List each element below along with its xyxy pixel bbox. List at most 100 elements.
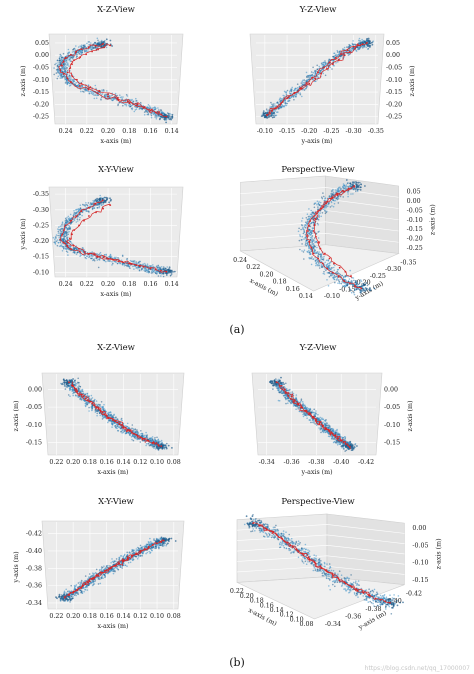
scatter-point xyxy=(302,227,304,229)
scatter-point xyxy=(301,224,303,226)
scatter-point xyxy=(84,393,86,396)
scatter-point xyxy=(54,243,57,245)
scatter-point xyxy=(70,222,72,224)
scatter-point xyxy=(76,382,78,385)
scatter-point xyxy=(272,103,275,105)
scatter-point xyxy=(90,48,93,51)
scatter-point xyxy=(77,51,80,53)
scatter-point xyxy=(91,251,93,253)
scatter-point xyxy=(355,288,358,291)
trajectory-point xyxy=(336,194,339,197)
scatter-point xyxy=(337,195,339,198)
x-axis-label: x-axis (m) xyxy=(97,469,128,476)
scatter-point xyxy=(63,223,66,226)
scatter-point xyxy=(157,115,159,118)
scatter-point xyxy=(77,386,79,389)
scatter-point xyxy=(366,284,369,287)
scatter-point xyxy=(85,203,87,206)
trajectory-point xyxy=(310,246,313,249)
scatter-point xyxy=(66,79,68,81)
scatter-point xyxy=(122,96,124,98)
z-tick-label: -0.20 xyxy=(407,236,423,243)
scatter-point xyxy=(122,104,124,107)
scatter-point xyxy=(63,385,66,387)
scatter-point xyxy=(147,443,149,445)
scatter-point xyxy=(342,277,345,280)
scatter-point xyxy=(373,287,376,290)
trajectory-point xyxy=(75,388,78,391)
scatter-point xyxy=(286,89,289,92)
plot-pane xyxy=(48,33,184,125)
scatter-point xyxy=(105,410,108,413)
scatter-point xyxy=(149,438,152,440)
scatter-point xyxy=(61,60,63,62)
trajectory-point xyxy=(86,399,89,401)
scatter-point xyxy=(166,112,169,114)
scatter-point xyxy=(276,102,279,104)
scatter-point xyxy=(273,116,276,118)
scatter-point xyxy=(68,56,70,58)
scatter-point xyxy=(159,117,162,120)
scatter-point xyxy=(86,392,89,395)
scatter-point xyxy=(354,183,357,185)
scatter-point xyxy=(61,250,64,252)
scatter-point xyxy=(81,211,84,214)
scatter-point xyxy=(72,213,75,216)
trajectory-point xyxy=(329,61,331,64)
scatter-point xyxy=(286,102,289,105)
scatter-point xyxy=(105,38,108,41)
scatter-point xyxy=(324,268,326,270)
trajectory-point xyxy=(312,252,315,255)
scatter-point xyxy=(305,223,308,225)
scatter-point xyxy=(301,95,303,98)
scatter-point xyxy=(114,424,117,427)
x-tick-label: 0.22 xyxy=(49,459,63,466)
trajectory-point xyxy=(360,287,363,290)
scatter-point xyxy=(347,191,349,194)
x-tick-label: -0.36 xyxy=(283,459,299,466)
trajectory-point xyxy=(80,48,83,50)
scatter-point xyxy=(81,80,84,82)
scatter-point xyxy=(308,245,310,248)
scatter-point xyxy=(336,278,339,280)
scatter-point xyxy=(87,202,90,204)
scatter-point xyxy=(276,379,278,382)
scatter-point xyxy=(55,234,58,236)
scatter-point xyxy=(155,272,157,275)
scatter-point xyxy=(169,113,172,115)
scatter-point xyxy=(367,48,369,50)
scatter-point xyxy=(348,278,351,280)
scatter-point xyxy=(95,403,97,406)
scatter-point xyxy=(331,192,333,194)
scatter-point xyxy=(332,188,334,191)
scatter-point xyxy=(352,183,354,186)
trajectory-point xyxy=(139,265,141,267)
scatter-point xyxy=(310,209,313,212)
scatter-point xyxy=(142,435,144,438)
y-tick-label: -0.15 xyxy=(33,89,49,96)
scatter-point xyxy=(162,272,165,275)
scatter-point xyxy=(294,89,296,91)
scatter-point xyxy=(72,220,74,223)
scatter-point xyxy=(311,240,314,242)
scatter-point xyxy=(104,44,106,46)
scatter-point xyxy=(98,253,101,255)
x-tick-label: 0.24 xyxy=(59,128,73,135)
scatter-point xyxy=(80,90,82,93)
scatter-point xyxy=(151,436,154,438)
scatter-point xyxy=(75,221,78,223)
scatter-point xyxy=(135,267,137,269)
y-tick-label: 0.05 xyxy=(35,40,49,47)
scatter-point xyxy=(67,62,69,64)
trajectory-point xyxy=(141,437,144,440)
trajectory-point xyxy=(78,85,81,87)
scatter-point xyxy=(100,96,103,99)
scatter-point xyxy=(285,91,288,93)
scatter-point xyxy=(367,37,370,40)
y-tick-label: -0.10 xyxy=(33,77,49,84)
scatter-point xyxy=(315,264,317,267)
scatter-point xyxy=(301,235,304,238)
scatter-point xyxy=(332,199,335,202)
scatter-point xyxy=(166,442,168,445)
